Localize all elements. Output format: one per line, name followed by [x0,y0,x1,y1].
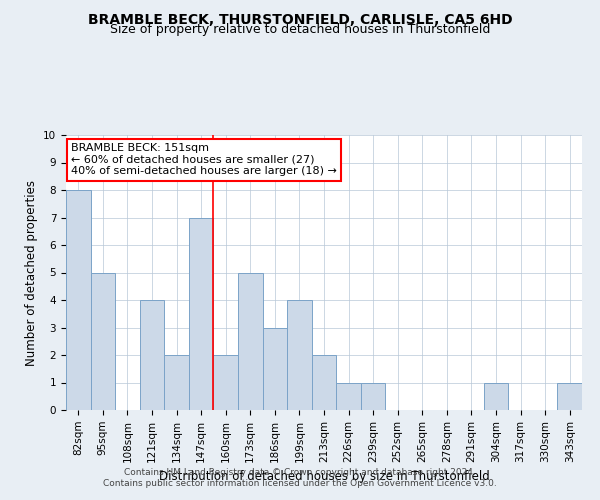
Bar [189,218,214,410]
Bar [287,300,312,410]
Text: BRAMBLE BECK: 151sqm
← 60% of detached houses are smaller (27)
40% of semi-detac: BRAMBLE BECK: 151sqm ← 60% of detached h… [71,143,337,176]
Text: BRAMBLE BECK, THURSTONFIELD, CARLISLE, CA5 6HD: BRAMBLE BECK, THURSTONFIELD, CARLISLE, C… [88,12,512,26]
Bar [263,328,287,410]
Text: Size of property relative to detached houses in Thurstonfield: Size of property relative to detached ho… [110,22,490,36]
Bar [484,382,508,410]
Bar [91,272,115,410]
Bar [336,382,361,410]
Bar [361,382,385,410]
Bar [214,355,238,410]
Bar [66,190,91,410]
Bar [557,382,582,410]
X-axis label: Distribution of detached houses by size in Thurstonfield: Distribution of detached houses by size … [158,470,490,483]
Bar [312,355,336,410]
Bar [140,300,164,410]
Bar [238,272,263,410]
Y-axis label: Number of detached properties: Number of detached properties [25,180,38,366]
Text: Contains HM Land Registry data © Crown copyright and database right 2024.
Contai: Contains HM Land Registry data © Crown c… [103,468,497,487]
Bar [164,355,189,410]
